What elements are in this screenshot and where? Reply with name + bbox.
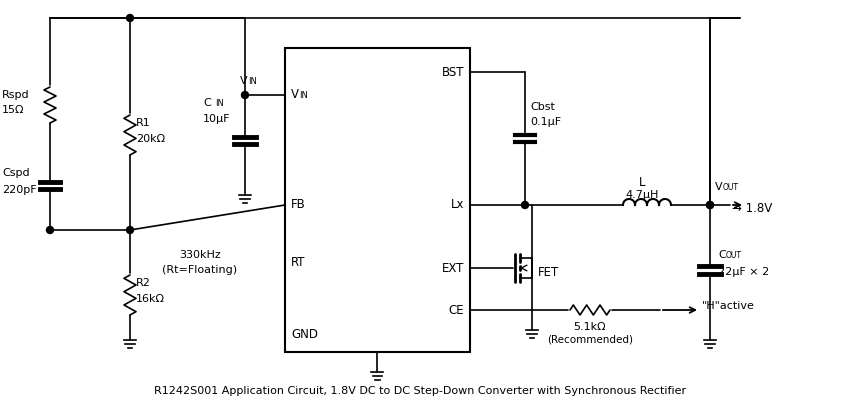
Text: Lx: Lx — [451, 199, 464, 212]
Text: "H"active: "H"active — [702, 301, 755, 311]
Text: 0.1μF: 0.1μF — [530, 117, 561, 127]
Text: Cbst: Cbst — [530, 102, 555, 112]
Text: C: C — [718, 250, 726, 260]
Text: Cspd: Cspd — [2, 168, 29, 178]
Text: IN: IN — [215, 98, 224, 108]
Text: V: V — [240, 76, 247, 86]
Text: L: L — [639, 177, 645, 189]
Text: V: V — [715, 182, 722, 192]
Text: RT: RT — [291, 256, 305, 268]
Text: OUT: OUT — [726, 251, 742, 260]
Text: CE: CE — [448, 303, 464, 316]
Text: OUT: OUT — [723, 183, 739, 191]
Text: 330kHz: 330kHz — [179, 250, 221, 260]
Text: 4.7μH: 4.7μH — [626, 190, 659, 200]
Text: (Rt=Floating): (Rt=Floating) — [162, 265, 237, 275]
Text: 10μF: 10μF — [203, 114, 230, 124]
Text: (Recommended): (Recommended) — [547, 335, 633, 345]
Text: R2: R2 — [136, 278, 151, 288]
Circle shape — [46, 226, 54, 233]
Text: 5.1kΩ: 5.1kΩ — [574, 322, 606, 332]
Circle shape — [241, 91, 248, 98]
Text: 20kΩ: 20kΩ — [136, 134, 165, 144]
Circle shape — [706, 202, 713, 208]
Text: 16kΩ: 16kΩ — [136, 294, 165, 304]
Text: 22μF × 2: 22μF × 2 — [718, 267, 770, 277]
Text: FET: FET — [538, 266, 559, 280]
Text: → 1.8V: → 1.8V — [732, 202, 772, 214]
Circle shape — [521, 202, 528, 208]
Text: Rspd: Rspd — [2, 90, 29, 100]
Bar — [285, 48, 470, 352]
Circle shape — [126, 15, 134, 21]
Text: GND: GND — [292, 328, 319, 341]
Circle shape — [706, 202, 713, 208]
Text: R1: R1 — [136, 118, 151, 128]
Text: C: C — [203, 98, 211, 108]
Text: IN: IN — [248, 77, 257, 85]
Text: EXT: EXT — [442, 262, 464, 274]
Text: 220pF: 220pF — [2, 185, 37, 195]
Text: IN: IN — [299, 91, 308, 100]
Circle shape — [126, 226, 134, 233]
Text: V: V — [291, 89, 299, 102]
Text: BST: BST — [442, 66, 464, 79]
Text: R1242S001 Application Circuit, 1.8V DC to DC Step-Down Converter with Synchronou: R1242S001 Application Circuit, 1.8V DC t… — [154, 386, 686, 396]
Text: 15Ω: 15Ω — [2, 105, 24, 115]
Text: FB: FB — [291, 199, 306, 212]
